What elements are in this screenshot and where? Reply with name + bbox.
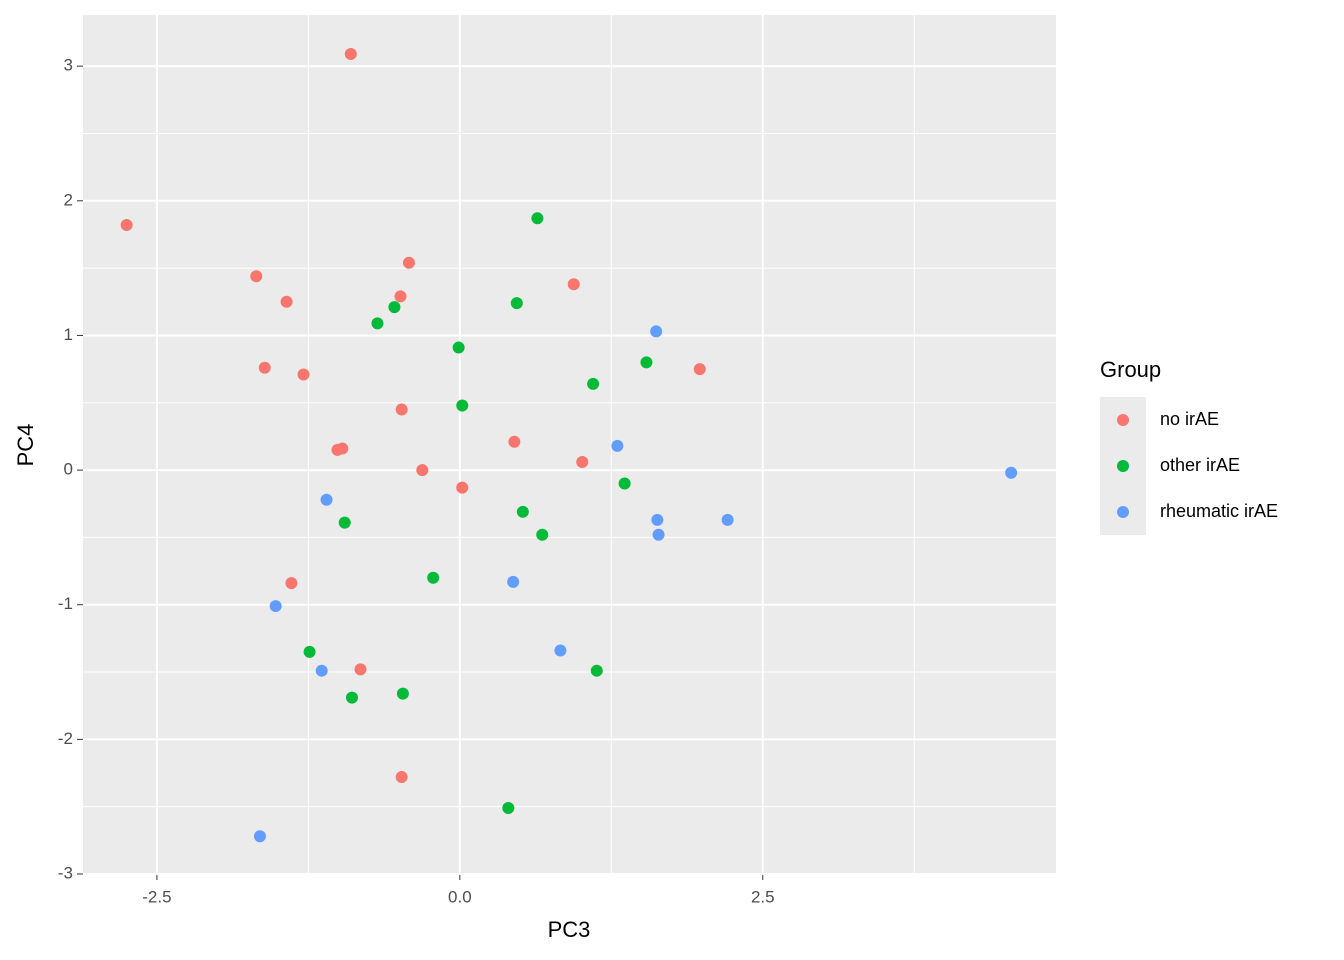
point (507, 575, 520, 588)
y-tick-label: 3 (64, 56, 73, 75)
legend-label: no irAE (1160, 409, 1219, 429)
y-tick-label: -3 (58, 863, 73, 882)
point (516, 505, 529, 518)
point (395, 403, 408, 416)
legend-key (1117, 460, 1129, 472)
point (388, 301, 401, 314)
point (416, 464, 429, 477)
point (510, 297, 523, 310)
legend-title: Group (1100, 357, 1161, 382)
point (120, 219, 133, 232)
point (567, 278, 580, 291)
point (693, 363, 706, 376)
point (253, 830, 266, 843)
point (531, 212, 544, 225)
point (452, 341, 465, 354)
x-tick-label: 2.5 (751, 887, 775, 906)
y-tick-label: 1 (64, 325, 73, 344)
point (651, 513, 664, 526)
point (315, 664, 328, 677)
point (652, 528, 665, 541)
x-axis-title: PC3 (548, 917, 591, 942)
point (456, 481, 469, 494)
point (456, 399, 469, 412)
point (354, 663, 367, 676)
point (721, 513, 734, 526)
x-tick-label: 0.0 (448, 887, 472, 906)
panel (83, 15, 1056, 874)
point (640, 356, 653, 369)
point (280, 295, 293, 308)
x-tick-label: -2.5 (142, 887, 171, 906)
point (258, 361, 271, 374)
point (611, 439, 624, 452)
point (338, 516, 351, 529)
point (502, 802, 515, 815)
y-axis-title: PC4 (13, 424, 38, 467)
point (618, 477, 631, 490)
point (396, 687, 409, 700)
point (344, 48, 357, 61)
legend-label: rheumatic irAE (1160, 501, 1278, 521)
y-tick-label: 0 (64, 460, 73, 479)
point (269, 600, 282, 613)
point (590, 664, 603, 677)
point (587, 377, 600, 390)
point (320, 493, 333, 506)
point (336, 442, 349, 455)
point (303, 645, 316, 658)
point (536, 528, 549, 541)
point (402, 256, 415, 269)
point (395, 771, 408, 784)
y-tick-label: -1 (58, 594, 73, 613)
legend-key (1117, 506, 1129, 518)
point (650, 325, 663, 338)
point (371, 317, 384, 330)
point (297, 368, 310, 381)
point (576, 456, 589, 469)
point (508, 435, 521, 448)
legend-label: other irAE (1160, 455, 1240, 475)
point (250, 270, 263, 283)
point (1005, 466, 1018, 479)
point (285, 577, 298, 590)
point (554, 644, 567, 657)
legend-key (1117, 414, 1129, 426)
point (345, 691, 358, 704)
point (427, 571, 440, 584)
point (394, 290, 407, 303)
y-tick-label: 2 (64, 190, 73, 209)
y-tick-label: -2 (58, 729, 73, 748)
